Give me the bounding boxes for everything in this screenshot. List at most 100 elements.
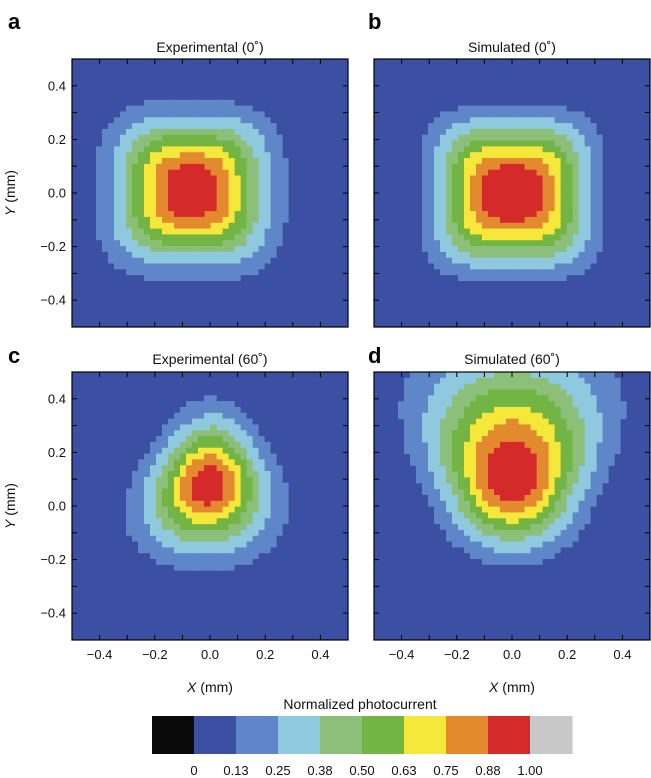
contour-cell [204,268,211,276]
contour-cell [222,105,229,113]
contour-cell [258,111,265,118]
contour-cell [392,134,399,142]
contour-cell [192,99,199,107]
contour-cell [90,465,97,472]
contour-cell [554,297,561,305]
contour-cell [434,187,441,194]
contour-cell [234,286,241,293]
contour-cell [108,140,115,147]
contour-cell [78,105,85,113]
contour-cell [500,181,507,188]
contour-cell [204,140,211,147]
contour-cell [102,430,109,437]
contour-cell [204,309,211,316]
contour-cell [578,251,585,258]
contour-cell [548,88,555,95]
contour-cell [380,82,387,89]
contour-cell [114,262,121,270]
contour-cell [470,146,477,153]
contour-cell [500,286,507,293]
contour-cell [482,239,489,247]
contour-cell [554,309,561,316]
contour-cell [162,181,169,188]
contour-cell [132,117,139,124]
contour-cell [410,286,417,293]
contour-cell [324,292,331,299]
contour-cell [78,377,85,385]
contour-cell [198,105,205,113]
contour-cell [300,257,307,264]
contour-cell [494,82,501,89]
contour-cell [156,134,163,142]
contour-cell [84,321,91,327]
contour-cell [554,251,561,258]
contour-cell [294,128,301,136]
contour-cell [228,268,235,276]
contour-cell [270,251,277,258]
contour-cell [524,128,531,136]
contour-cell [264,198,271,206]
contour-cell [180,198,187,206]
contour-cell [342,321,348,327]
contour-cell [312,274,319,281]
contour-cell [512,152,519,159]
contour-cell [464,309,471,316]
contour-cell [318,198,325,206]
contour-cell [560,105,567,113]
contour-cell [318,146,325,153]
contour-cell [614,274,621,281]
contour-cell [536,239,543,247]
contour-cell [174,286,181,293]
contour-cell [614,216,621,223]
contour-cell [620,321,627,327]
contour-cell [452,82,459,89]
contour-cell [168,297,175,305]
contour-cell [494,309,501,316]
contour-cell [144,222,151,229]
contour-cell [554,292,561,299]
contour-cell [132,146,139,153]
contour-cell [300,105,307,113]
contour-cell [156,93,163,101]
contour-cell [318,175,325,182]
contour-cell [500,146,507,153]
contour-cell [336,123,343,130]
contour-cell [626,245,633,252]
contour-cell [500,309,507,316]
contour-cell [392,175,399,182]
contour-cell [246,105,253,113]
contour-cell [168,117,175,124]
contour-cell [386,303,393,311]
contour-cell [72,383,79,391]
contour-cell [626,216,633,223]
contour-cell [96,430,103,437]
contour-cell [234,146,241,153]
contour-cell [380,128,387,136]
contour-cell [84,70,91,78]
contour-cell [222,309,229,316]
contour-cell [336,70,343,78]
contour-cell [174,297,181,305]
contour-cell [458,315,465,322]
contour-cell [578,82,585,89]
contour-cell [216,395,223,402]
contour-cell [434,158,441,165]
contour-cell [144,152,151,159]
contour-cell [542,251,549,258]
contour-cell [174,146,181,153]
contour-cell [96,111,103,118]
contour-cell [518,93,525,101]
contour-cell [288,395,295,402]
contour-cell [288,430,295,437]
contour-cell [434,257,441,264]
contour-cell [228,175,235,182]
contour-cell [440,222,447,229]
contour-cell [180,117,187,124]
contour-cell [428,193,435,200]
contour-cell [342,297,348,305]
contour-cell [312,146,319,153]
contour-cell [168,251,175,258]
contour-cell [398,204,405,212]
contour-cell [318,465,325,472]
contour-cell [306,111,313,118]
